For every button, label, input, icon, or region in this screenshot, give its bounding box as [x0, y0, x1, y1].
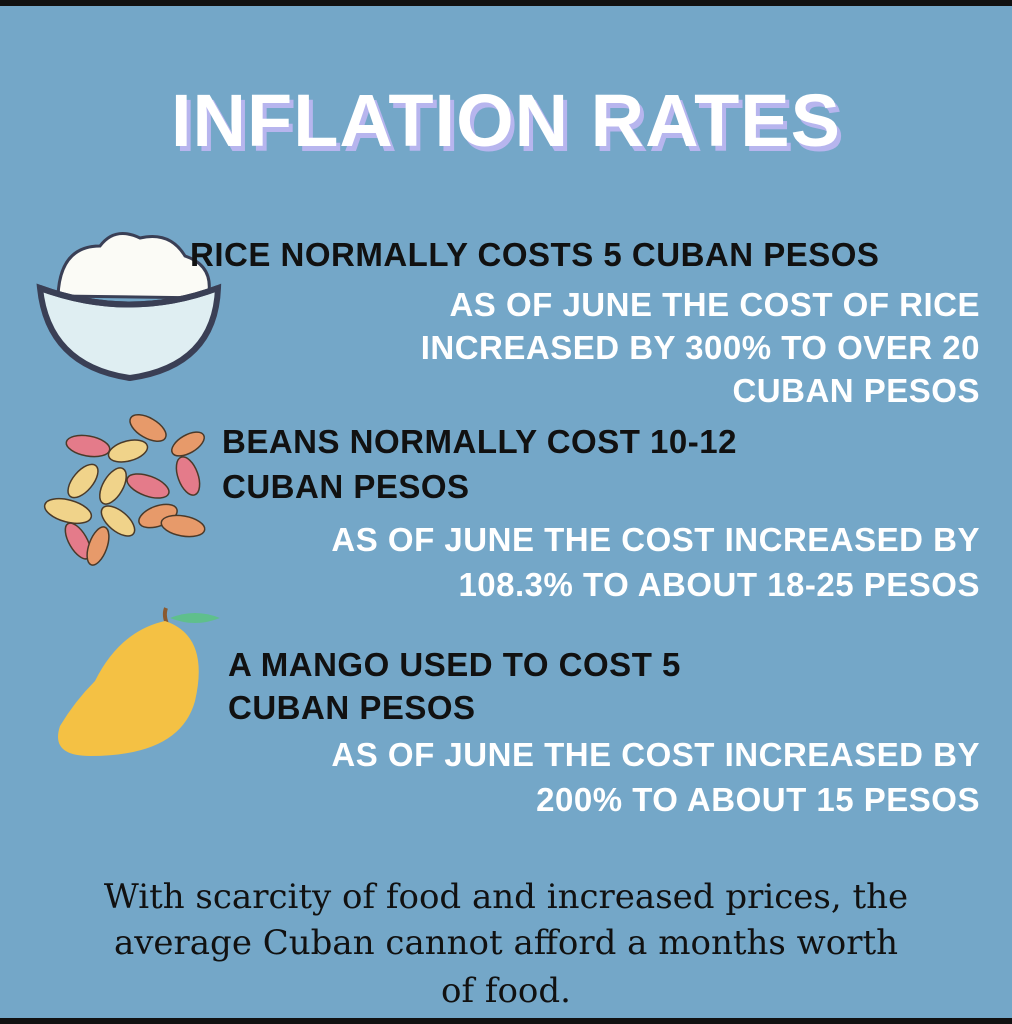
poster: INFLATION RATES RICE NORMALLY COSTS 5 [0, 6, 1012, 1018]
item-detail: AS OF JUNE THE COST INCREASED BY [331, 736, 980, 773]
mango-icon [58, 607, 220, 756]
item-detail: AS OF JUNE THE COST OF RICE [449, 286, 980, 323]
item-heading: CUBAN PESOS [222, 468, 470, 505]
footer-line: average Cuban cannot afford a months wor… [113, 923, 899, 963]
title: INFLATION RATES [171, 79, 841, 162]
item-detail: CUBAN PESOS [732, 372, 980, 409]
footer-line: of food. [441, 971, 571, 1011]
rice-bowl-icon [36, 232, 222, 382]
item-detail: 200% TO ABOUT 15 PESOS [536, 781, 980, 818]
item-detail: INCREASED BY 300% TO OVER 20 [420, 329, 980, 366]
item-detail: AS OF JUNE THE COST INCREASED BY [331, 521, 980, 558]
item-heading: RICE NORMALLY COSTS 5 CUBAN PESOS [190, 236, 880, 273]
item-heading: A MANGO USED TO COST 5 [228, 646, 681, 683]
beans-icon [43, 414, 206, 566]
item-detail: 108.3% TO ABOUT 18-25 PESOS [458, 566, 980, 603]
item-heading: BEANS NORMALLY COST 10-12 [222, 423, 737, 460]
item-heading: CUBAN PESOS [228, 689, 476, 726]
footer-line: With scarcity of food and increased pric… [103, 877, 909, 917]
